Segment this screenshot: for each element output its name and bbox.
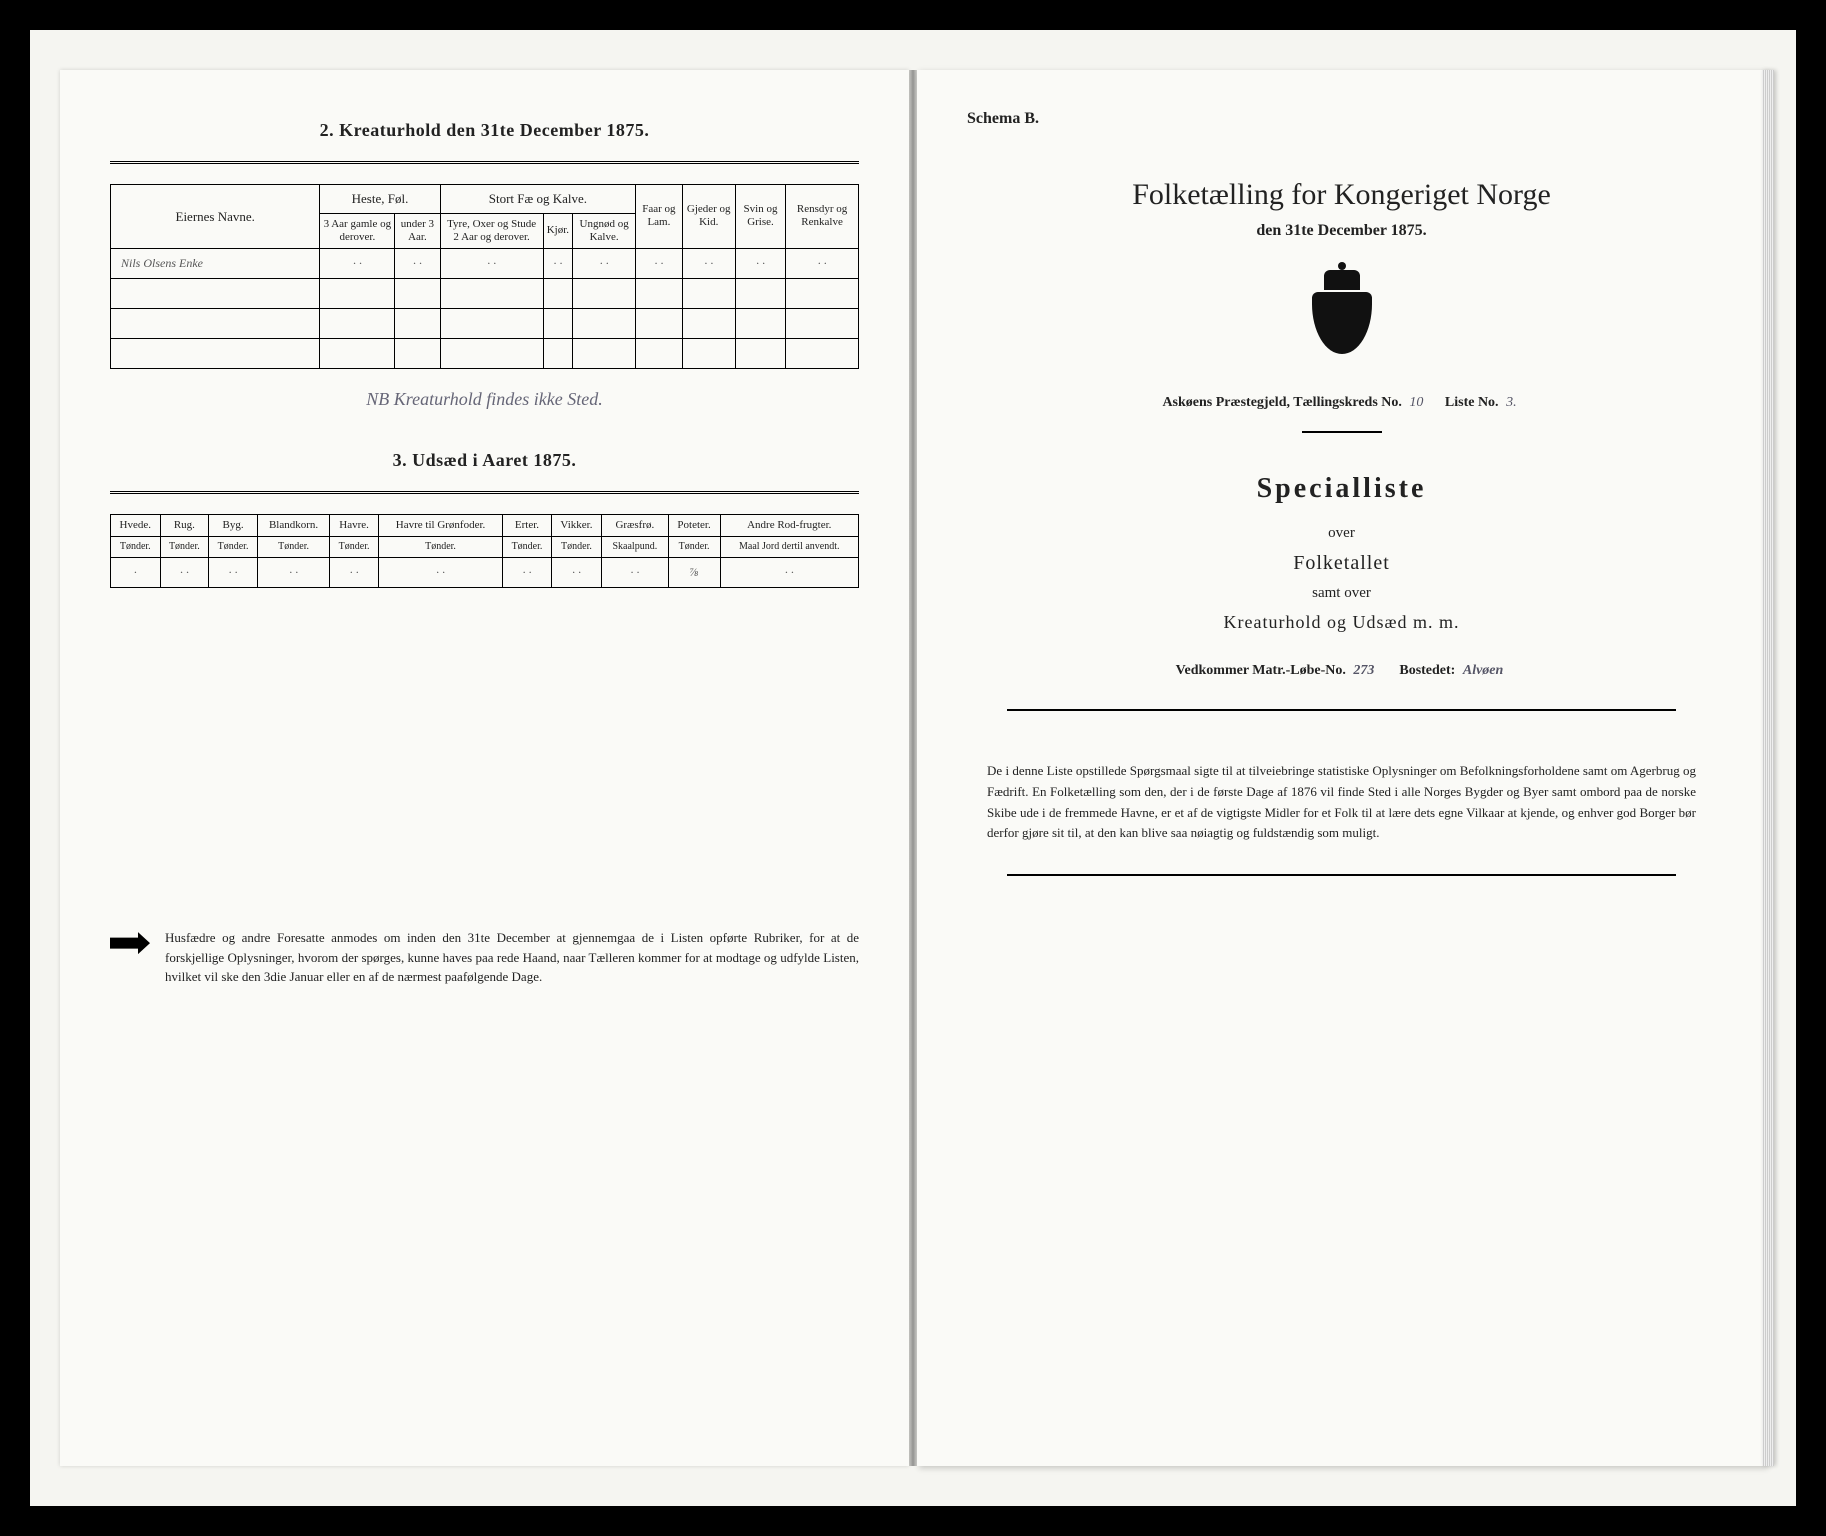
t3-sub-8: Skaalpund. — [602, 537, 669, 558]
t3-col-6: Erter. — [503, 514, 552, 536]
cell: · · — [573, 248, 636, 278]
schema-label: Schema B. — [967, 110, 1716, 128]
specialliste-title: Specialliste — [967, 473, 1716, 505]
udsaed-table: Hvede.Rug.Byg.Blandkorn.Havre.Havre til … — [110, 514, 859, 588]
col-fae-1: Kjør. — [543, 213, 572, 248]
book-spine — [909, 70, 917, 1466]
bottom-paragraph: De i denne Liste opstillede Spørgsmaal s… — [987, 761, 1696, 844]
t3-sub-10: Maal Jord dertil anvendt. — [720, 537, 858, 558]
t3-sub-2: Tønder. — [209, 537, 258, 558]
t3-col-9: Poteter. — [668, 514, 720, 536]
col-heste: Heste, Føl. — [320, 185, 440, 214]
t3-col-5: Havre til Grønfoder. — [378, 514, 502, 536]
matr-no: 273 — [1349, 663, 1378, 678]
liste-no: 3. — [1502, 395, 1521, 410]
t3-sub-4: Tønder. — [330, 537, 379, 558]
t3-cell-4: · · — [330, 558, 379, 588]
t3-sub-1: Tønder. — [160, 537, 209, 558]
section2-title: 2. Kreaturhold den 31te December 1875. — [110, 120, 859, 141]
cell: · · — [636, 248, 682, 278]
page-edge-stack — [1762, 70, 1774, 1466]
t3-col-4: Havre. — [330, 514, 379, 536]
footer-note-text: Husfædre og andre Foresatte anmodes om i… — [165, 928, 859, 987]
t3-col-7: Vikker. — [551, 514, 601, 536]
parish-no: 10 — [1405, 395, 1427, 410]
cell: · · — [786, 248, 859, 278]
t3-col-3: Blandkorn. — [257, 514, 329, 536]
census-subtitle: den 31te December 1875. — [967, 222, 1716, 240]
bostedet-value: Alvøen — [1459, 663, 1507, 678]
kreatur-label: Kreaturhold og Udsæd m. m. — [967, 612, 1716, 633]
t3-cell-9: ⅞ — [668, 558, 720, 588]
col-fae-0: Tyre, Oxer og Stude 2 Aar og derover. — [440, 213, 543, 248]
t3-sub-6: Tønder. — [503, 537, 552, 558]
book-spread: 2. Kreaturhold den 31te December 1875. E… — [60, 70, 1766, 1466]
t3-sub-3: Tønder. — [257, 537, 329, 558]
t3-cell-3: · · — [257, 558, 329, 588]
kreaturhold-table: Eiernes Navne. Heste, Føl. Stort Fæ og K… — [110, 184, 859, 369]
col-heste-0: 3 Aar gamle og derover. — [320, 213, 395, 248]
left-page: 2. Kreaturhold den 31te December 1875. E… — [60, 70, 909, 1466]
matr-line: Vedkommer Matr.-Løbe-No. 273 Bostedet: A… — [967, 663, 1716, 679]
col-heste-1: under 3 Aar. — [395, 213, 440, 248]
t3-cell-2: · · — [209, 558, 258, 588]
cell: · · — [682, 248, 735, 278]
right-page: Schema B. Folketælling for Kongeriget No… — [917, 70, 1766, 1466]
col-eiernes: Eiernes Navne. — [111, 185, 320, 249]
t3-sub-0: Tønder. — [111, 537, 161, 558]
t3-cell-1: · · — [160, 558, 209, 588]
over-label: over — [967, 525, 1716, 542]
t3-sub-9: Tønder. — [668, 537, 720, 558]
t3-cell-0: · — [111, 558, 161, 588]
t3-col-8: Græsfrø. — [602, 514, 669, 536]
cell: · · — [320, 248, 395, 278]
matr-label: Vedkommer Matr.-Løbe-No. — [1176, 663, 1346, 678]
cell: · · — [543, 248, 572, 278]
col-faar: Faar og Lam. — [636, 185, 682, 249]
t3-sub-7: Tønder. — [551, 537, 601, 558]
col-fae: Stort Fæ og Kalve. — [440, 185, 636, 214]
folketallet-label: Folketallet — [967, 552, 1716, 575]
handwritten-note: NB Kreaturhold findes ikke Sted. — [110, 389, 859, 410]
t3-cell-8: · · — [602, 558, 669, 588]
t3-col-0: Hvede. — [111, 514, 161, 536]
row1-name: Nils Olsens Enke — [111, 248, 320, 278]
col-svin: Svin og Grise. — [735, 185, 785, 249]
t3-cell-6: · · — [503, 558, 552, 588]
coat-of-arms-icon — [1307, 270, 1377, 355]
t3-col-1: Rug. — [160, 514, 209, 536]
t3-cell-10: · · — [720, 558, 858, 588]
col-gjeder: Gjeder og Kid. — [682, 185, 735, 249]
t3-sub-5: Tønder. — [378, 537, 502, 558]
t3-col-2: Byg. — [209, 514, 258, 536]
footer-note-block: Husfædre og andre Foresatte anmodes om i… — [110, 928, 859, 987]
liste-label: Liste No. — [1445, 395, 1499, 410]
cell: · · — [735, 248, 785, 278]
t3-cell-5: · · — [378, 558, 502, 588]
cell: · · — [440, 248, 543, 278]
cell: · · — [395, 248, 440, 278]
pointer-icon — [110, 932, 150, 954]
parish-line: Askøens Præstegjeld, Tællingskreds No. 1… — [967, 395, 1716, 411]
parish-label: Askøens Præstegjeld, Tællingskreds No. — [1162, 395, 1401, 410]
col-fae-2: Ungnød og Kalve. — [573, 213, 636, 248]
section3-title: 3. Udsæd i Aaret 1875. — [110, 450, 859, 471]
col-rensdyr: Rensdyr og Renkalve — [786, 185, 859, 249]
bostedet-label: Bostedet: — [1399, 663, 1455, 678]
t3-col-10: Andre Rod-frugter. — [720, 514, 858, 536]
samtover-label: samt over — [967, 585, 1716, 602]
census-title: Folketælling for Kongeriget Norge — [967, 178, 1716, 212]
t3-cell-7: · · — [551, 558, 601, 588]
